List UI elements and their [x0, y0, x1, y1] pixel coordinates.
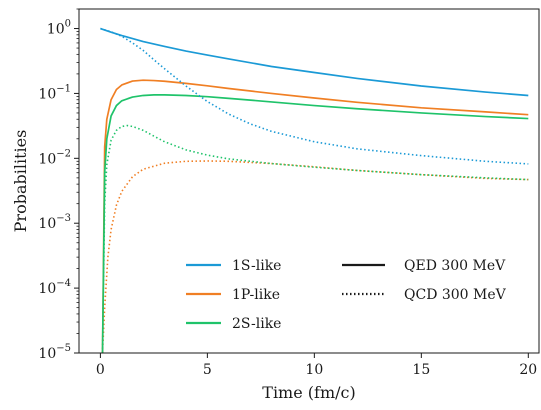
- legend-label-2s-like: 2S-like: [232, 316, 281, 332]
- y-tick-label: 10−3: [38, 213, 71, 232]
- y-tick-label: 10−2: [38, 148, 71, 167]
- x-axis-label: Time (fm/c): [262, 383, 355, 402]
- plot-frame: [78, 8, 540, 354]
- legend-label-qed: QED 300 MeV: [404, 258, 506, 274]
- legend-label-qcd: QCD 300 MeV: [404, 287, 507, 303]
- legend: 1S-like 1P-like 2S-like QED 300 MeV QCD …: [186, 258, 507, 332]
- series-line-1s-like-solid: [100, 27, 529, 97]
- series-line-2s-like-solid: [101, 94, 529, 353]
- y-tick-label: 100: [47, 19, 71, 38]
- x-tick-label: 10: [305, 362, 323, 378]
- y-tick-label: 10−1: [38, 83, 71, 102]
- x-tick-label: 5: [203, 362, 212, 378]
- x-tick-label: 15: [412, 362, 430, 378]
- series-line-1s-like-dotted: [100, 27, 529, 165]
- y-tick-label: 10−4: [38, 278, 71, 297]
- x-axis: 0 5 10 15 20: [96, 353, 537, 378]
- legend-label-1s-like: 1S-like: [232, 258, 281, 274]
- series-line-1p-like-solid: [101, 79, 529, 353]
- y-tick-label: 10−5: [38, 343, 71, 362]
- series-lines: [100, 27, 529, 353]
- y-axis-label: Probabilities: [11, 130, 30, 233]
- y-axis: 10−5 10−4 10−3 10−2 10−1 100: [38, 8, 79, 362]
- legend-label-1p-like: 1P-like: [232, 287, 280, 303]
- x-tick-label: 0: [96, 362, 105, 378]
- series-line-1p-like-dotted: [101, 160, 529, 353]
- x-tick-label: 20: [519, 362, 537, 378]
